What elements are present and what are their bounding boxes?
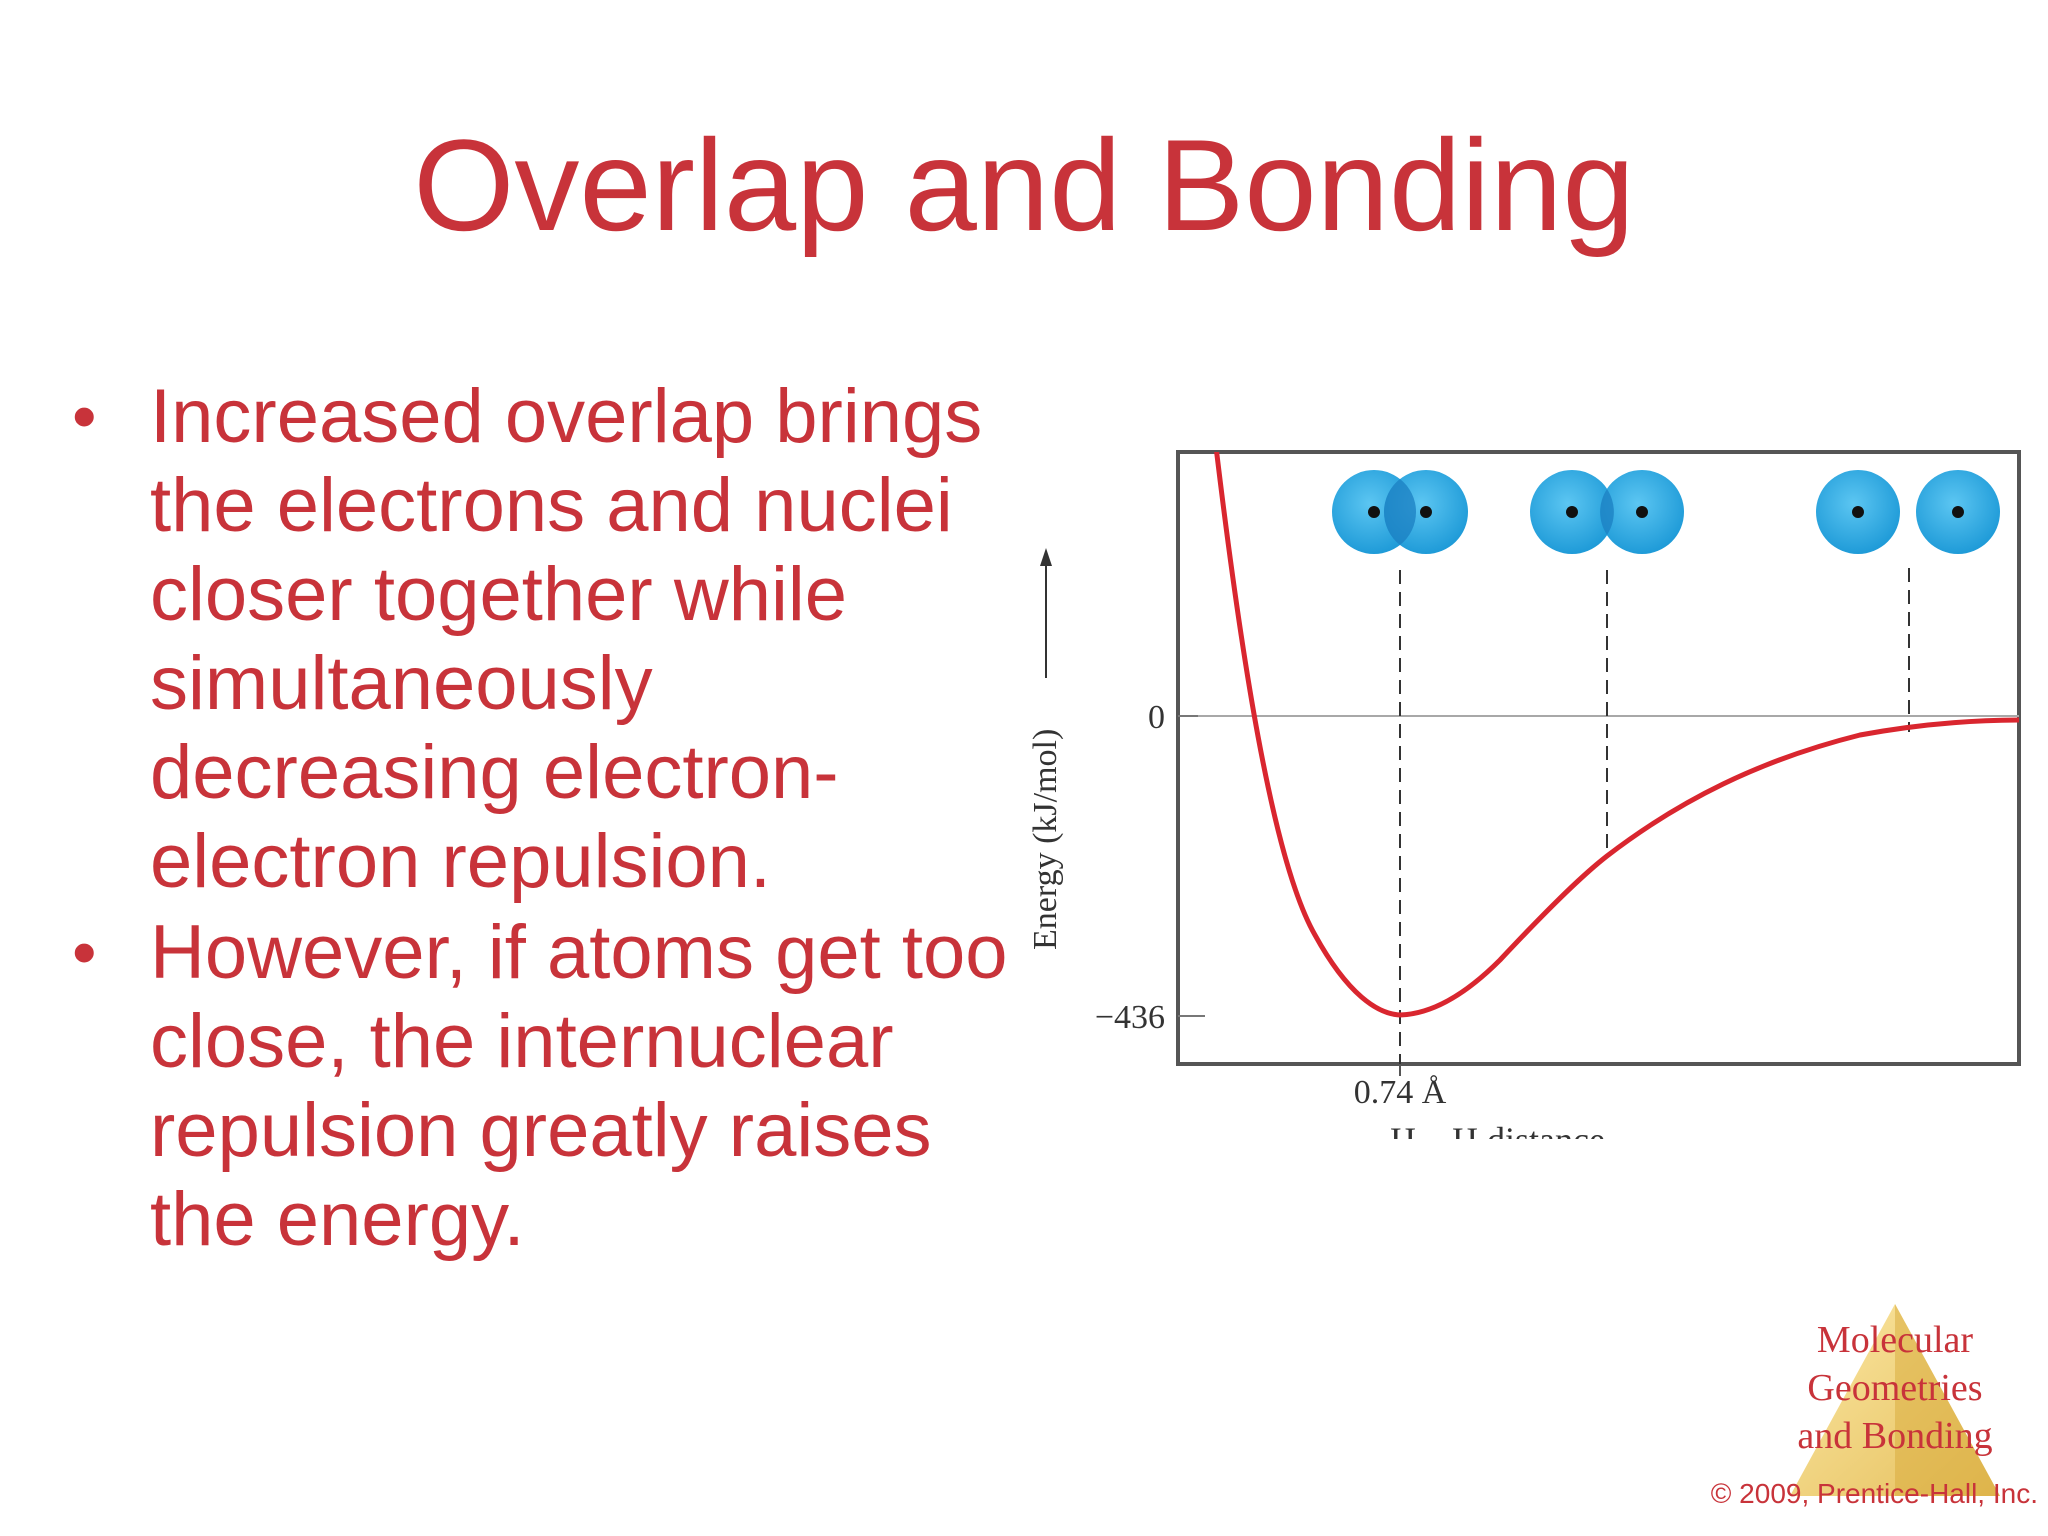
bullet-line: closer together while (150, 552, 848, 637)
bullet-line: Increased overlap brings (150, 374, 983, 459)
bullet-line: decreasing electron- (150, 730, 839, 815)
bullet-list: • Increased overlap brings the electrons… (72, 372, 1072, 1266)
orbital-overlap (1383, 479, 1417, 545)
y-axis-label: Energy (kJ/mol) (1027, 729, 1064, 950)
h2-molecule-intermediate (1530, 470, 1684, 554)
nucleus (1852, 506, 1864, 518)
nucleus (1420, 506, 1432, 518)
logo-line: Molecular (1816, 1319, 1974, 1361)
nucleus (1952, 506, 1964, 518)
orbital-overlap (1600, 489, 1614, 535)
potential-energy-figure: Energy (kJ/mol) 0 −436 0.74 Å H—H distan… (1000, 430, 2048, 1150)
y-tick-zero-label: 0 (1148, 699, 1165, 736)
bullet-line: simultaneously (150, 641, 653, 726)
bullet-item: • However, if atoms get too close, the i… (72, 908, 1072, 1264)
nucleus (1566, 506, 1578, 518)
y-axis-arrow-head-icon (1040, 548, 1052, 566)
nucleus (1368, 506, 1380, 518)
h-atoms-separated (1816, 470, 2000, 554)
pyramid-icon (1790, 1304, 2000, 1496)
bullet-line: repulsion greatly raises (150, 1088, 932, 1173)
bullet-marker: • (72, 913, 97, 991)
logo-line: and Bonding (1797, 1415, 1993, 1457)
energy-curve (1214, 452, 2019, 1018)
chapter-logo: Molecular Geometries and Bonding (1760, 1300, 2030, 1500)
h2-molecule-equilibrium (1332, 470, 1468, 554)
chapter-logo-text: Molecular Geometries and Bonding (1760, 1316, 2030, 1460)
copyright-notice: © 2009, Prentice-Hall, Inc. (1710, 1478, 2038, 1509)
logo-line: Geometries (1807, 1367, 1983, 1409)
potential-energy-diagram: Energy (kJ/mol) 0 −436 0.74 Å H—H distan… (1027, 450, 2048, 1150)
bullet-item: • Increased overlap brings the electrons… (72, 372, 1072, 906)
bullet-line: close, the internuclear (150, 999, 894, 1084)
bullet-line: the electrons and nuclei (150, 463, 953, 548)
bullet-line: However, if atoms get too (150, 910, 1008, 995)
bullet-line: electron repulsion. (150, 819, 772, 904)
nucleus (1636, 506, 1648, 518)
bullet-line: the energy. (150, 1177, 525, 1262)
y-tick-min-label: −436 (1095, 999, 1165, 1036)
bullet-marker: • (72, 377, 97, 455)
figure-crop-mask (1300, 1139, 2048, 1150)
x-tick-bond-length-label: 0.74 Å (1354, 1074, 1447, 1111)
slide-title: Overlap and Bonding (413, 112, 1635, 258)
plot-frame (1176, 450, 2021, 1066)
